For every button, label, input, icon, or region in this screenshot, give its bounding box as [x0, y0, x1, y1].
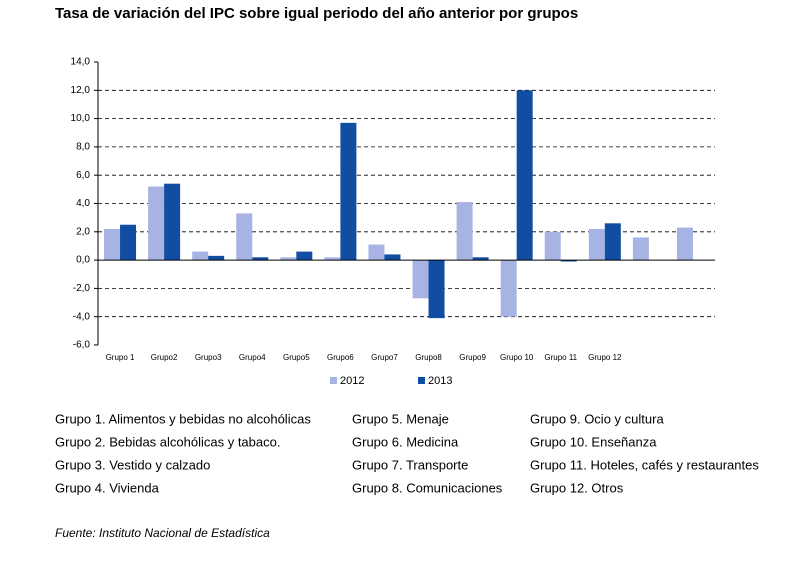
legend-label: 2012 [340, 375, 364, 387]
x-tick-label: Grupo3 [195, 353, 222, 362]
y-tick-label: -2,0 [73, 283, 91, 294]
bar [500, 260, 517, 317]
bar [340, 122, 357, 261]
note: Grupo 8. Comunicaciones [352, 480, 503, 495]
bar [120, 224, 137, 261]
y-tick-label: 2,0 [76, 226, 90, 237]
bar [516, 90, 533, 261]
note: Grupo 9. Ocio y cultura [530, 411, 664, 426]
bar [632, 237, 649, 261]
note: Grupo 12. Otros [530, 480, 624, 495]
x-tick-label: Grupo 11 [544, 353, 577, 362]
bar [368, 244, 385, 261]
bar [252, 257, 269, 261]
x-tick-label: Grupo6 [327, 353, 354, 362]
bar [192, 251, 209, 261]
bar [560, 260, 577, 262]
x-tick-label: Grupo7 [371, 353, 398, 362]
bar [208, 255, 225, 261]
x-tick-label: Grupo 10 [500, 353, 534, 362]
legend-label: 2013 [428, 375, 452, 387]
bar [456, 202, 473, 261]
note: Grupo 7. Transporte [352, 457, 468, 472]
bar [324, 257, 341, 261]
y-tick-label: 14,0 [71, 57, 91, 68]
note: Grupo 5. Menaje [352, 411, 449, 426]
chart-title: Tasa de variación del IPC sobre igual pe… [55, 5, 578, 22]
legend-swatch [418, 377, 425, 384]
y-tick-label: -6,0 [73, 340, 91, 351]
bar [472, 257, 489, 261]
bar [588, 228, 605, 261]
bar [412, 260, 429, 299]
source: Fuente: Instituto Nacional de Estadístic… [55, 526, 270, 540]
bar [544, 231, 561, 261]
x-tick-label: Grupo2 [151, 353, 178, 362]
bar [280, 257, 297, 261]
bar [428, 260, 445, 319]
bar [676, 227, 693, 261]
note: Grupo 1. Alimentos y bebidas no alcohóli… [55, 411, 311, 426]
y-tick-label: 10,0 [71, 113, 91, 124]
bar [384, 254, 401, 261]
x-tick-label: Grupo9 [459, 353, 486, 362]
x-tick-label: Grupo 12 [588, 353, 622, 362]
note: Grupo 10. Enseñanza [530, 434, 657, 449]
bar [604, 223, 621, 261]
bar [148, 186, 165, 261]
note: Grupo 4. Vivienda [55, 480, 160, 495]
bar [164, 183, 181, 261]
x-tick-label: Grupo 1 [106, 353, 135, 362]
note: Grupo 11. Hoteles, cafés y restaurantes [530, 457, 759, 472]
y-tick-label: -4,0 [73, 311, 91, 322]
note: Grupo 3. Vestido y calzado [55, 457, 210, 472]
bar [236, 213, 253, 261]
note: Grupo 6. Medicina [352, 434, 459, 449]
y-tick-label: 0,0 [76, 255, 90, 266]
bar [296, 251, 313, 261]
x-tick-label: Grupo5 [283, 353, 310, 362]
note: Grupo 2. Bebidas alcohólicas y tabaco. [55, 434, 280, 449]
y-tick-label: 4,0 [76, 198, 90, 209]
y-tick-label: 6,0 [76, 170, 90, 181]
bar [104, 228, 121, 261]
x-tick-label: Grupo4 [239, 353, 266, 362]
x-tick-label: Grupo8 [415, 353, 442, 362]
legend-swatch [330, 377, 337, 384]
y-tick-label: 12,0 [71, 85, 91, 96]
y-tick-label: 8,0 [76, 142, 90, 153]
